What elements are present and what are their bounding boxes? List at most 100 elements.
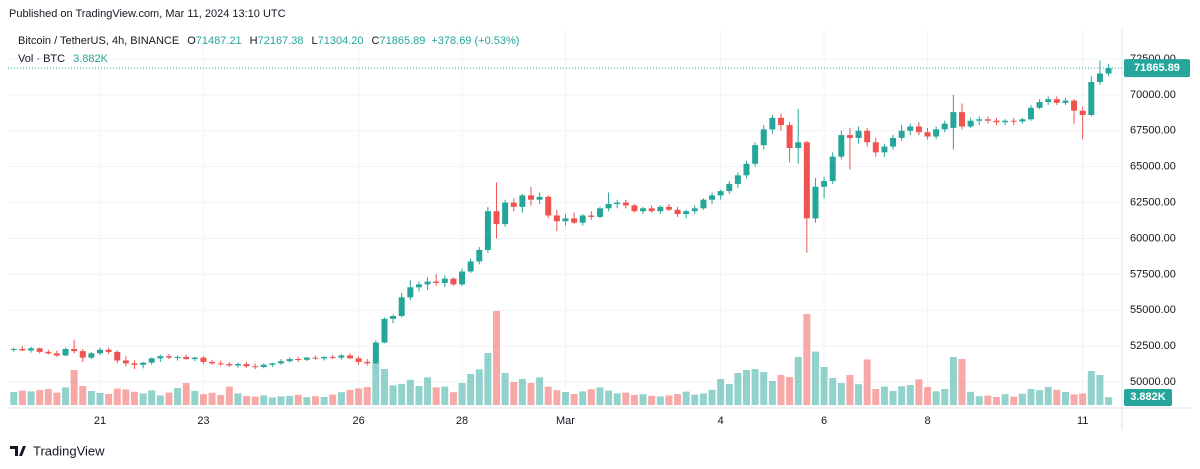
volume-bar	[415, 386, 423, 405]
candle-body	[709, 195, 716, 200]
y-tick-label: 57500.00	[1130, 268, 1176, 280]
candle-body	[829, 156, 836, 182]
candle-body	[165, 356, 172, 358]
candle-body	[62, 349, 69, 356]
volume-bar	[639, 394, 647, 405]
candle-body	[321, 356, 328, 359]
volume-bar	[863, 359, 871, 405]
volume-bar	[949, 357, 957, 405]
candle-body	[459, 271, 466, 285]
volume-bar	[527, 383, 535, 405]
volume-bar	[243, 396, 251, 405]
candle-body	[1105, 68, 1112, 74]
candle-body	[786, 125, 793, 149]
candle-body	[1027, 107, 1034, 120]
volume-bar	[312, 396, 319, 405]
candle-body	[795, 142, 802, 149]
volume-bar	[743, 370, 750, 405]
candle-body	[1010, 120, 1017, 122]
volume-header: Vol · BTC 3.882K	[18, 53, 109, 65]
header-line: Bitcoin / TetherUS, 4h, BINANCE O71487.21…	[18, 35, 519, 47]
candle-body	[821, 181, 828, 187]
volume-bar	[811, 351, 819, 405]
candle-body	[743, 163, 750, 176]
candle-body	[1036, 102, 1043, 108]
symbol: Bitcoin / TetherUS, 4h, BINANCE	[18, 35, 179, 47]
volume-bar	[277, 396, 285, 405]
candle-body	[441, 278, 448, 283]
volume-bar	[820, 367, 828, 405]
volume-bar	[596, 387, 604, 405]
candle-body	[157, 356, 164, 359]
candle-body	[553, 215, 560, 222]
volume-bar	[768, 381, 776, 405]
volume-bar	[958, 359, 966, 405]
volume-bar	[441, 386, 449, 405]
volume-bar	[27, 391, 35, 405]
y-tick-label: 70000.00	[1130, 89, 1176, 101]
footer-brand: TradingView	[33, 443, 105, 458]
candle-body	[122, 360, 129, 364]
volume-bar	[156, 395, 164, 405]
candle-body	[278, 361, 285, 364]
volume-bar	[139, 393, 147, 405]
candle-body	[605, 204, 612, 209]
volume-bar	[544, 386, 552, 405]
candle-body	[777, 117, 784, 126]
candle-body	[10, 349, 17, 351]
candle-body	[984, 119, 991, 121]
candle-body	[467, 261, 474, 272]
candle-body	[536, 196, 543, 200]
ohlc-fields: O71487.21 H72167.38 L71304.20 C71865.89 +378…	[187, 35, 519, 47]
volume-bar	[87, 391, 95, 405]
x-tick-label: 28	[456, 415, 468, 427]
x-tick-label: 8	[924, 415, 930, 427]
candle-body	[381, 318, 388, 343]
volume-bar	[493, 311, 501, 405]
volume-bar	[424, 377, 432, 405]
candle-body	[519, 195, 526, 207]
volume-bar	[880, 386, 888, 405]
candle-body	[588, 215, 595, 217]
x-tick-label: 11	[1077, 415, 1088, 427]
field-key: C	[372, 35, 380, 47]
volume-bar	[1044, 387, 1052, 405]
field-key: O	[187, 35, 196, 47]
candle-body	[571, 218, 578, 223]
y-tick-label: 65000.00	[1130, 161, 1176, 173]
candle-body	[53, 353, 60, 356]
price-tag-bg	[1124, 59, 1190, 78]
volume-bar	[941, 389, 949, 405]
candle-body	[424, 281, 431, 285]
candle-body	[329, 356, 336, 358]
volume-bar	[174, 388, 182, 405]
candle-body	[433, 281, 440, 283]
volume-bar	[510, 382, 518, 405]
volume-bar	[613, 393, 621, 405]
candle-body	[131, 363, 138, 365]
candle-body	[872, 142, 879, 153]
volume-bar	[898, 386, 906, 405]
volume-bar	[217, 395, 225, 405]
y-tick-label: 60000.00	[1130, 232, 1176, 244]
volume-bar	[225, 386, 233, 405]
volume-bar	[829, 378, 837, 405]
field-key: L	[312, 35, 318, 47]
candle-body	[493, 211, 500, 225]
volume-bar	[208, 392, 216, 405]
candle-body	[140, 362, 147, 365]
volume-bar	[889, 391, 897, 405]
candle-body	[752, 145, 759, 164]
volume-bar	[855, 384, 863, 405]
volume-bar	[1070, 394, 1078, 405]
volume-bar	[579, 391, 587, 405]
field-value: 71865.89	[379, 35, 425, 47]
volume-tag-bg	[1124, 389, 1172, 406]
volume-bar	[656, 396, 664, 405]
candle-body	[286, 359, 293, 362]
candle-body	[976, 119, 983, 121]
volume-bar	[725, 384, 733, 405]
candle-body	[640, 208, 647, 212]
candle-body	[1079, 110, 1086, 115]
volume-bar	[924, 387, 932, 405]
